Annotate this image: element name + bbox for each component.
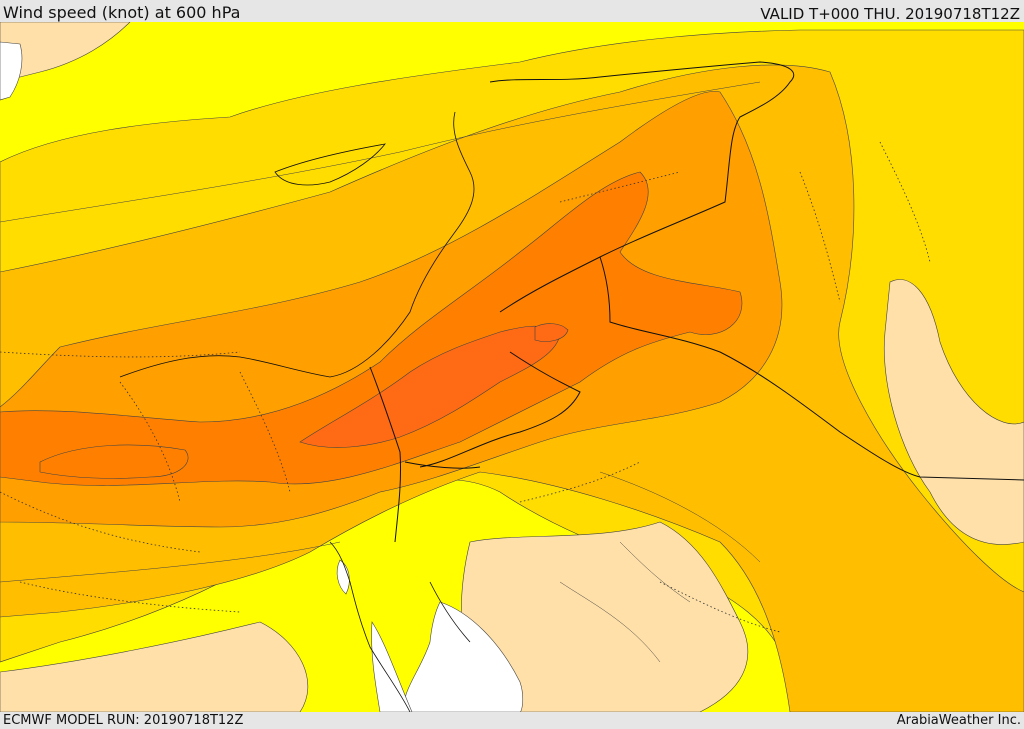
header-bar: Wind speed (knot) at 600 hPa VALID T+000… [0,0,1024,23]
wind-speed-map[interactable] [0,22,1024,712]
band-very-high [0,171,743,486]
map-canvas [0,22,1024,712]
footer-bar: ECMWF MODEL RUN: 20190718T12Z ArabiaWeat… [0,712,1024,729]
valid-time: VALID T+000 THU. 20190718T12Z [760,5,1020,23]
brand-label: ArabiaWeather Inc. [896,713,1021,728]
band-very-low-nw [0,22,131,83]
band-very-low-ne [884,279,1024,545]
contour-lines [0,81,761,663]
coast-red-sea [329,541,471,712]
admin-boundaries [0,141,931,633]
band-very-low-sw [0,621,309,712]
coast-mediterranean [119,111,475,378]
band-very-high-west-core [39,444,189,479]
island-cyprus [274,143,386,186]
border-lines [369,61,1024,543]
area-white-west [0,41,23,101]
model-run-label: ECMWF MODEL RUN: 20190718T12Z [3,713,244,728]
map-title: Wind speed (knot) at 600 hPa [3,3,241,22]
area-white-small [336,559,350,595]
band-highest-core-small [534,323,569,342]
